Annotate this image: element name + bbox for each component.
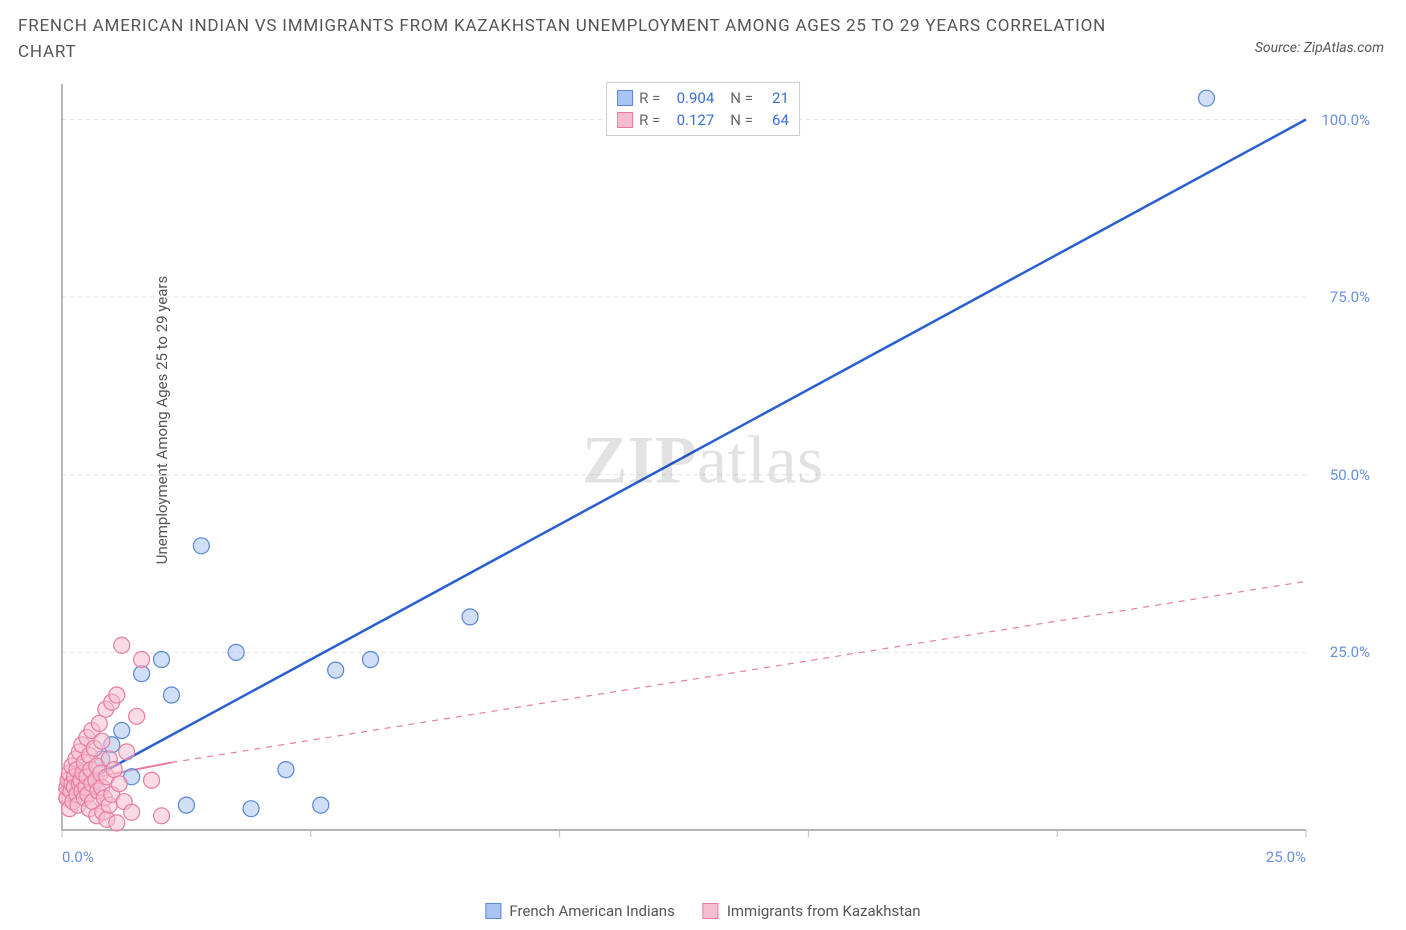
legend-label: Immigrants from Kazakhstan xyxy=(727,902,921,920)
scatter-plot xyxy=(58,80,1378,870)
n-value: 21 xyxy=(761,89,789,107)
y-tick-label: 75.0% xyxy=(1330,288,1370,306)
legend-swatch-icon xyxy=(703,903,719,919)
x-tick-label: 0.0% xyxy=(62,848,94,866)
source-attribution: Source: ZipAtlas.com xyxy=(1255,40,1384,56)
r-label: R = xyxy=(639,89,660,107)
legend-item: French American Indians xyxy=(485,902,674,920)
legend-stats: R = 0.904 N = 21 R = 0.127 N = 64 xyxy=(606,82,800,136)
y-tick-label: 100.0% xyxy=(1321,111,1370,129)
legend-item: Immigrants from Kazakhstan xyxy=(703,902,921,920)
legend-series: French American Indians Immigrants from … xyxy=(485,902,920,920)
r-value: 0.127 xyxy=(668,111,714,129)
y-tick-label: 50.0% xyxy=(1330,466,1370,484)
chart-area: 25.0% 50.0% 75.0% 100.0% 0.0% 25.0% xyxy=(58,80,1378,870)
legend-swatch-icon xyxy=(617,112,633,128)
x-tick-label: 25.0% xyxy=(1266,848,1306,866)
n-value: 64 xyxy=(761,111,789,129)
legend-stats-row: R = 0.904 N = 21 xyxy=(617,87,789,109)
n-label: N = xyxy=(730,111,753,129)
r-value: 0.904 xyxy=(668,89,714,107)
legend-label: French American Indians xyxy=(509,902,674,920)
legend-swatch-icon xyxy=(617,90,633,106)
r-label: R = xyxy=(639,111,660,129)
chart-title: FRENCH AMERICAN INDIAN VS IMMIGRANTS FRO… xyxy=(18,14,1138,65)
n-label: N = xyxy=(730,89,753,107)
legend-stats-row: R = 0.127 N = 64 xyxy=(617,109,789,131)
y-tick-label: 25.0% xyxy=(1330,643,1370,661)
legend-swatch-icon xyxy=(485,903,501,919)
